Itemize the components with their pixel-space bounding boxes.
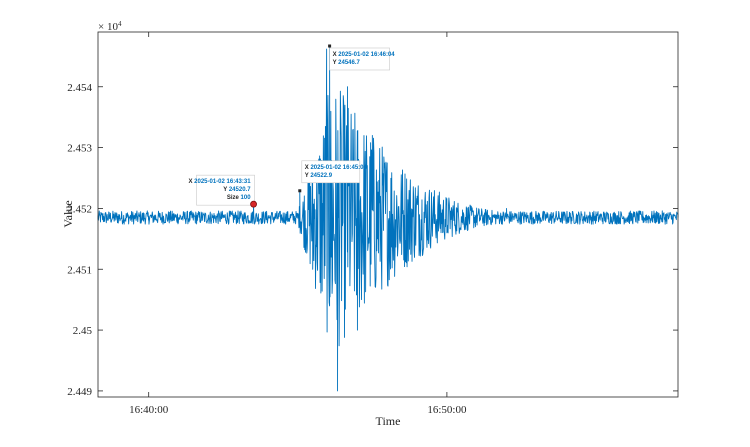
datatip-row: Y 24546.7 (333, 60, 361, 66)
plot-frame (97, 31, 679, 398)
x-tick-label: 16:50:00 (427, 404, 467, 416)
datatip: X 2025-01-02 16:46:04 Y 24546.7 (328, 44, 396, 71)
y-tick-label: 2.45 (73, 325, 93, 337)
datatip-row: X 2025-01-02 16:46:04 (333, 52, 396, 58)
datatip-row: X 2025-01-02 16:45:04 (305, 165, 368, 171)
y-tick-label: 2.453 (67, 143, 92, 155)
datatip: X 2025-01-02 16:43:31 Y 24520.7 Size 100 (188, 174, 257, 208)
datatip-row: Y 24522.9 (305, 173, 333, 179)
y-tick-label: 2.449 (67, 386, 92, 398)
series-layer (97, 45, 679, 392)
datatip-marker (328, 44, 332, 48)
y-axis: 2.449 2.45 2.451 2.452 2.453 2.454 (67, 82, 678, 398)
datatip-box (196, 174, 255, 206)
x-axis: 16:40:00 16:50:00 (129, 32, 467, 416)
datatip-box (329, 47, 390, 71)
y-tick-label: 2.451 (67, 264, 92, 276)
x-axis-title: Time (376, 414, 401, 428)
datatip-row: Size 100 (227, 195, 251, 201)
datatip-box (301, 160, 361, 184)
datatip-marker (250, 200, 257, 208)
x-tick-label: 16:40:00 (129, 404, 169, 416)
y-tick-label: 2.452 (67, 203, 92, 215)
datatip: X 2025-01-02 16:45:04 Y 24522.9 (298, 160, 368, 193)
y-axis-title: Value (61, 200, 75, 227)
y-tick-label: 2.454 (67, 82, 92, 94)
y-exponent-label: × 104 (98, 20, 122, 33)
datatip-marker (298, 189, 302, 193)
series-line (97, 45, 679, 392)
datatip-row: X 2025-01-02 16:43:31 (188, 179, 251, 185)
datatip-row: Y 24520.7 (223, 187, 251, 193)
